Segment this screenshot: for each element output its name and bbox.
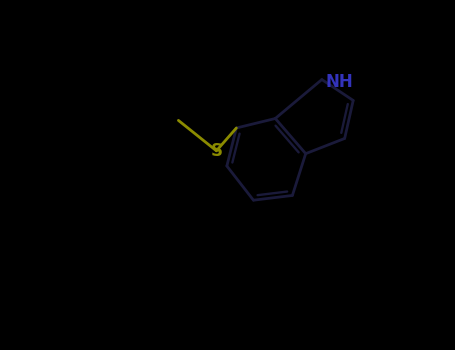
Text: NH: NH [326, 72, 354, 91]
Text: S: S [210, 142, 222, 160]
